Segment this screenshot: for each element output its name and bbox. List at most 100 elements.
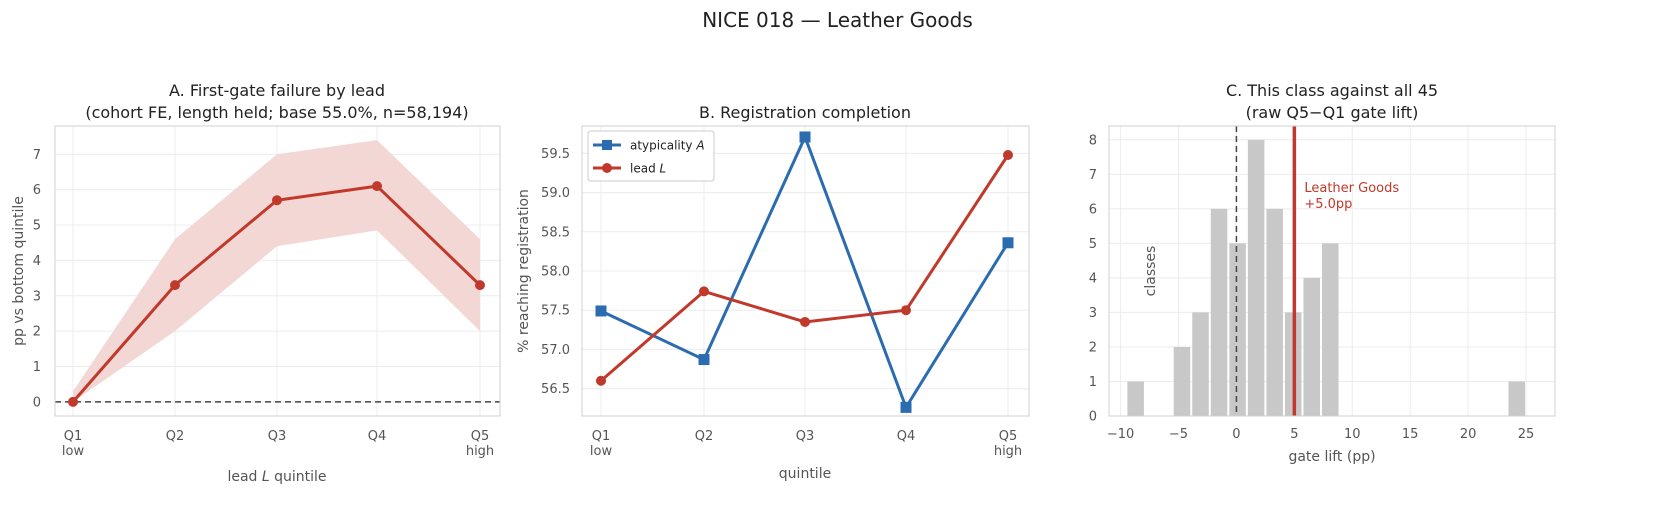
panel-b-ytick-label: 59.5: [541, 147, 570, 162]
panel-c-xtick-label: 25: [1518, 427, 1535, 442]
panel-b-legend-label-part: lead: [630, 162, 660, 176]
panel-a-point: [272, 195, 282, 206]
panel-c-histogram-bar: [1321, 243, 1339, 416]
panel-b-point-square: [595, 305, 607, 317]
panel-b-point-square: [1002, 237, 1014, 249]
panel-a-point: [372, 181, 382, 192]
panel-c-yaxis-label: classes: [1143, 246, 1159, 297]
panel-c-ytick-label: 8: [1089, 133, 1097, 148]
panel-c-ytick-label: 0: [1089, 410, 1097, 425]
panel-b-xtick-sublabel: low: [590, 444, 613, 459]
panel-a-xaxis-label-part: quintile: [270, 469, 327, 485]
panel-b-legend-label-part: L: [660, 162, 667, 176]
panel-b-xtick-label: Q4: [897, 429, 916, 444]
panel-a-title: A. First-gate failure by lead: [169, 81, 385, 100]
panel-b-legend-label-part: atypicality: [630, 139, 696, 153]
panel-c-histogram-bar: [1229, 243, 1246, 416]
panel-a-ytick-label: 0: [33, 395, 41, 410]
panel-c-ytick-label: 4: [1089, 271, 1097, 286]
panel-c-xaxis-label: gate lift (pp): [1288, 449, 1375, 465]
panel-a-xaxis-label-part: L: [262, 469, 270, 485]
panel-b-ytick-label: 57.5: [541, 304, 570, 319]
panel-c-histogram-bar: [1192, 312, 1209, 416]
panel-a-frame: [54, 125, 501, 417]
panel-c-ytick-label: 6: [1089, 202, 1097, 217]
panel-a-xaxis-label-part: lead: [227, 469, 261, 485]
panel-a-xtick-label: Q4: [368, 429, 387, 444]
panel-c-ytick-label: 2: [1089, 340, 1097, 355]
panel-b-point-circle: [901, 305, 911, 316]
panel-c-histogram-bar: [1508, 381, 1526, 416]
panel-b-point-square: [799, 131, 811, 143]
panel-c-histogram-bar: [1173, 346, 1191, 416]
panel-c-ytick-label: 7: [1089, 168, 1097, 183]
panel-b-xaxis-label: quintile: [779, 466, 831, 482]
panel-b-point-circle: [800, 316, 810, 327]
panel-b-legend-marker: [602, 163, 612, 173]
panel-a-ytick-label: 2: [33, 325, 41, 340]
panel-c-xtick-label: −10: [1107, 427, 1134, 442]
panel-b-ytick-label: 56.5: [541, 382, 570, 397]
panel-a-ytick-label: 7: [33, 148, 41, 163]
panel-c-subtitle: (raw Q5−Q1 gate lift): [1246, 103, 1419, 122]
panel-a-ytick-label: 4: [33, 254, 41, 269]
panel-b-point-square: [698, 354, 710, 366]
panel-a-xtick-label: Q5: [471, 429, 490, 444]
panel-c-ytick-label: 3: [1089, 306, 1097, 321]
panel-c-ytick-label: 1: [1089, 375, 1097, 390]
panel-b-ytick-label: 58.5: [541, 225, 570, 240]
panel-b-xtick-label: Q3: [796, 429, 815, 444]
panel-a-yaxis-label: pp vs bottom quintile: [11, 196, 27, 346]
panel-a-point: [170, 280, 180, 291]
panel-c-histogram-bar: [1303, 277, 1320, 416]
panel-b-point-square: [900, 401, 912, 413]
panel-c-xtick-label: 5: [1290, 427, 1298, 442]
panel-a-xaxis-label: lead L quintile: [227, 469, 326, 485]
panel-c-histogram-bar: [1210, 208, 1228, 416]
panel-c-xtick-label: −5: [1169, 427, 1188, 442]
panel-c-ytick-label: 5: [1089, 237, 1097, 252]
panel-a-point: [68, 396, 78, 407]
panel-c-xtick-label: 0: [1232, 427, 1240, 442]
panel-b-legend-label-part: A: [695, 139, 704, 153]
panel-a-xtick-sublabel: high: [466, 444, 494, 459]
panel-b-ytick-label: 59.0: [541, 186, 570, 201]
panel-c-xtick-label: 20: [1460, 427, 1477, 442]
panel-b-xtick-label: Q2: [695, 429, 714, 444]
figure-title: NICE 018 — Leather Goods: [702, 8, 973, 32]
panel-a-xtick-label: Q2: [166, 429, 185, 444]
panel-a-ytick-label: 1: [33, 360, 41, 375]
panel-a-ytick-label: 6: [33, 183, 41, 198]
panel-b-legend-label: lead L: [630, 162, 666, 176]
panel-b-xtick-label: Q1: [592, 429, 611, 444]
panel-b-legend-marker: [602, 140, 612, 150]
panel-a-xtick-sublabel: low: [62, 444, 85, 459]
panel-a-xtick-label: Q1: [64, 429, 83, 444]
panel-b-ytick-label: 58.0: [541, 265, 570, 280]
panel-c-highlight-value: +5.0pp: [1304, 197, 1352, 212]
panel-b-frame: [581, 125, 1030, 417]
panel-b-yaxis-label: % reaching registration: [516, 189, 532, 353]
panel-c-frame: [1108, 125, 1556, 417]
panel-b-xtick-sublabel: high: [994, 444, 1022, 459]
panel-a-point: [475, 280, 485, 291]
panel-c-xtick-label: 15: [1402, 427, 1419, 442]
panel-c-highlight-label: Leather Goods: [1304, 181, 1399, 196]
panel-b-title: B. Registration completion: [699, 103, 911, 122]
panel-b-legend-label: atypicality A: [630, 139, 705, 153]
panel-c-title: C. This class against all 45: [1226, 81, 1438, 100]
panel-b-point-circle: [1003, 150, 1013, 160]
panel-c-histogram-bar: [1247, 139, 1265, 417]
panel-b-ytick-label: 57.0: [541, 343, 570, 358]
panel-a-ytick-label: 5: [33, 219, 41, 234]
panel-b-xtick-label: Q5: [999, 429, 1018, 444]
panel-b-point-circle: [699, 286, 709, 297]
panel-a-subtitle: (cohort FE, length held; base 55.0%, n=5…: [85, 103, 468, 122]
panel-a-ytick-label: 3: [33, 289, 41, 304]
panel-a-confidence-band: [73, 140, 480, 402]
panel-c-xtick-label: 10: [1344, 427, 1361, 442]
panel-c-histogram-bar: [1127, 381, 1144, 416]
panel-a-xtick-label: Q3: [268, 429, 287, 444]
panel-c-histogram-bar: [1266, 208, 1283, 416]
